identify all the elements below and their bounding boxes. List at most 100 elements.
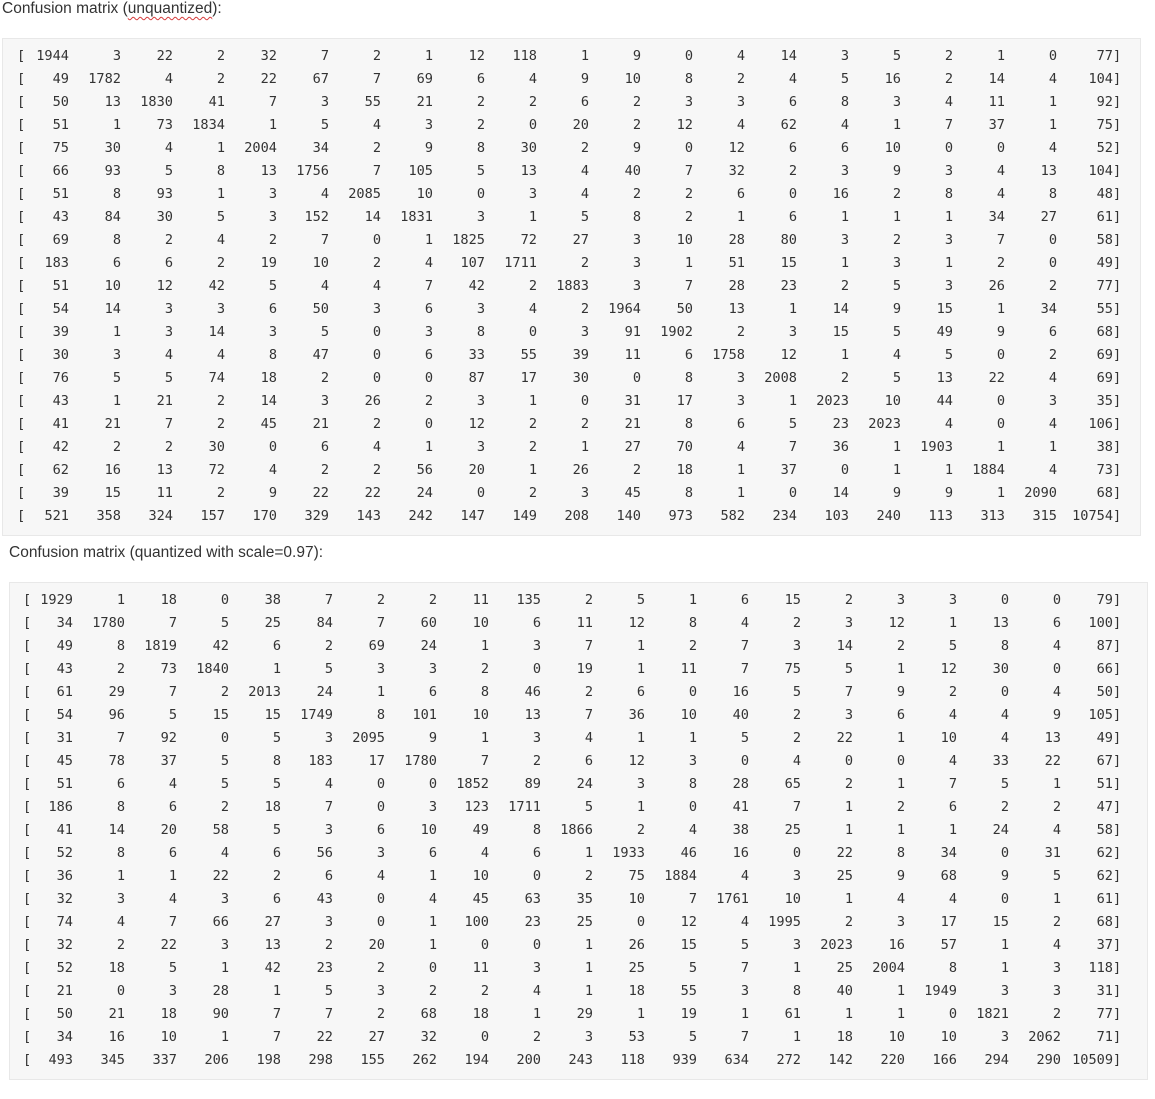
matrix-cell: 0 bbox=[424, 416, 433, 432]
matrix-cell: 1 bbox=[532, 1006, 541, 1022]
matrix-cell: 51 bbox=[1096, 776, 1113, 792]
matrix-cell: 345 bbox=[100, 1052, 125, 1068]
unquantized-title: Confusion matrix (unquantized): bbox=[2, 0, 222, 18]
matrix-cell: 18 bbox=[160, 1006, 177, 1022]
matrix-cell: 200 bbox=[516, 1052, 541, 1068]
matrix-cell: 4 bbox=[1000, 730, 1009, 746]
matrix-cell: 1 bbox=[528, 393, 537, 409]
matrix-cell: 9 bbox=[896, 868, 905, 884]
matrix-cell: 142 bbox=[828, 1052, 853, 1068]
matrix-cell: 7 bbox=[320, 232, 329, 248]
matrix-cell: 2 bbox=[580, 416, 589, 432]
matrix-cell: 6 bbox=[164, 255, 173, 271]
matrix-cell: 0 bbox=[480, 937, 489, 953]
row-open-bracket: [ bbox=[17, 48, 26, 64]
matrix-cell: 6 bbox=[636, 684, 645, 700]
matrix-cell: 40 bbox=[624, 163, 641, 179]
matrix-cell: 3 bbox=[476, 439, 485, 455]
matrix-cell: 23 bbox=[832, 416, 849, 432]
matrix-cell: 3 bbox=[268, 324, 277, 340]
matrix-cell: 53 bbox=[628, 1029, 645, 1045]
row-open-bracket: [ bbox=[23, 684, 32, 700]
row-open-bracket: [ bbox=[23, 638, 32, 654]
matrix-row: [62 16 13 72 4 2 2 56 20 1 26 2 18 1 37 0 1 1 1884 4 73] bbox=[3, 460, 1133, 480]
matrix-cell: 54 bbox=[52, 301, 69, 317]
matrix-row: [1944 3 22 2 32 7 2 1 12 118 1 9 0 4 14 3 5 2 1 0 77] bbox=[3, 46, 1133, 66]
matrix-cell: 1 bbox=[428, 937, 437, 953]
matrix-cell: 42 bbox=[468, 278, 485, 294]
matrix-cell: 2 bbox=[584, 868, 593, 884]
matrix-cell: 2 bbox=[580, 255, 589, 271]
matrix-cell: 12 bbox=[156, 278, 173, 294]
matrix-cell: 26 bbox=[572, 462, 589, 478]
matrix-cell: 23 bbox=[316, 960, 333, 976]
row-close-bracket: ] bbox=[1113, 416, 1122, 432]
matrix-cell: 55 bbox=[364, 94, 381, 110]
row-open-bracket: [ bbox=[17, 508, 26, 524]
matrix-cell: 140 bbox=[616, 508, 641, 524]
matrix-cell: 7 bbox=[168, 684, 177, 700]
matrix-cell: 10 bbox=[312, 255, 329, 271]
matrix-cell: 100 bbox=[1088, 615, 1113, 631]
matrix-cell: 2023 bbox=[868, 416, 901, 432]
matrix-cell: 3 bbox=[892, 255, 901, 271]
row-open-bracket: [ bbox=[17, 117, 26, 133]
matrix-cell: 1902 bbox=[660, 324, 693, 340]
matrix-cell: 3 bbox=[320, 393, 329, 409]
matrix-cell: 3 bbox=[580, 485, 589, 501]
matrix-cell: 0 bbox=[116, 983, 125, 999]
matrix-cell: 78 bbox=[108, 753, 125, 769]
matrix-cell: 14 bbox=[988, 71, 1005, 87]
matrix-cell: 1 bbox=[424, 48, 433, 64]
matrix-cell: 6 bbox=[272, 891, 281, 907]
matrix-cell: 2 bbox=[320, 462, 329, 478]
matrix-cell: 105 bbox=[1088, 707, 1113, 723]
matrix-cell: 1 bbox=[584, 937, 593, 953]
matrix-cell: 87 bbox=[468, 370, 485, 386]
matrix-cell: 2 bbox=[844, 914, 853, 930]
matrix-cell: 67 bbox=[1096, 753, 1113, 769]
matrix-cell: 6 bbox=[788, 140, 797, 156]
row-open-bracket: [ bbox=[17, 209, 26, 225]
matrix-cell: 13 bbox=[992, 615, 1009, 631]
matrix-cell: 1780 bbox=[404, 753, 437, 769]
matrix-cell: 0 bbox=[376, 799, 385, 815]
matrix-cell: 5 bbox=[164, 163, 173, 179]
matrix-cell: 0 bbox=[372, 370, 381, 386]
matrix-cell: 1 bbox=[736, 209, 745, 225]
matrix-cell: 1 bbox=[428, 868, 437, 884]
matrix-cell: 2 bbox=[376, 1006, 385, 1022]
matrix-cell: 35 bbox=[576, 891, 593, 907]
matrix-cell: 113 bbox=[928, 508, 953, 524]
matrix-cell: 1884 bbox=[972, 462, 1005, 478]
row-open-bracket: [ bbox=[17, 347, 26, 363]
matrix-cell: 93 bbox=[104, 163, 121, 179]
matrix-cell: 21 bbox=[416, 94, 433, 110]
matrix-cell: 45 bbox=[472, 891, 489, 907]
matrix-cell: 36 bbox=[628, 707, 645, 723]
matrix-cell: 104 bbox=[1088, 163, 1113, 179]
matrix-cell: 157 bbox=[200, 508, 225, 524]
row-close-bracket: ] bbox=[1113, 730, 1122, 746]
matrix-cell: 0 bbox=[688, 799, 697, 815]
matrix-cell: 4 bbox=[428, 891, 437, 907]
matrix-cell: 4 bbox=[1052, 822, 1061, 838]
matrix-cell: 3 bbox=[220, 891, 229, 907]
matrix-cell: 5 bbox=[324, 983, 333, 999]
matrix-cell: 3 bbox=[476, 301, 485, 317]
matrix-cell: 0 bbox=[532, 661, 541, 677]
matrix-cell: 1756 bbox=[296, 163, 329, 179]
matrix-cell: 5 bbox=[272, 776, 281, 792]
matrix-cell: 38 bbox=[1096, 439, 1113, 455]
matrix-cell: 2023 bbox=[820, 937, 853, 953]
matrix-cell: 51 bbox=[52, 278, 69, 294]
matrix-cell: 8 bbox=[792, 983, 801, 999]
matrix-cell: 2 bbox=[632, 462, 641, 478]
matrix-cell: 3 bbox=[324, 730, 333, 746]
matrix-cell: 1964 bbox=[608, 301, 641, 317]
matrix-cell: 39 bbox=[52, 324, 69, 340]
matrix-cell: 118 bbox=[512, 48, 537, 64]
matrix-cell: 5 bbox=[320, 324, 329, 340]
matrix-cell: 70 bbox=[676, 439, 693, 455]
matrix-cell: 2 bbox=[1048, 347, 1057, 363]
